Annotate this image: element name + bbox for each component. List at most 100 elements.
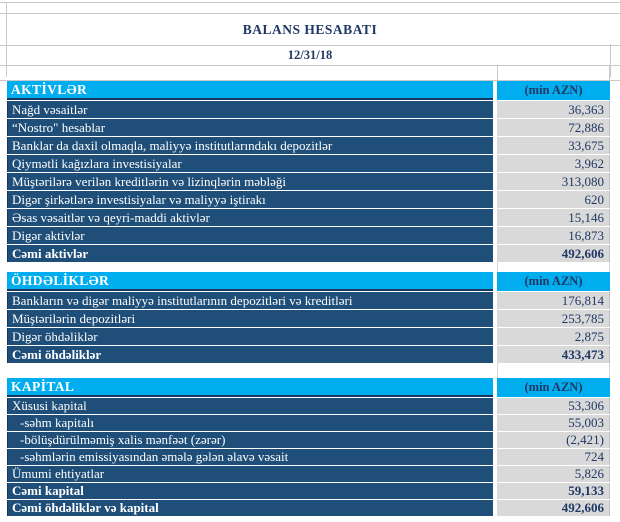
value-column-outline — [497, 262, 610, 272]
row-label: Cəmi öhdəliklər — [7, 346, 493, 363]
table-row: Digər öhdəliklər 2,875 — [0, 328, 620, 345]
section-header-row: ÖHDƏLİKLƏR (min AZN) — [0, 272, 620, 291]
title-row: BALANS HESABATI — [0, 14, 620, 46]
row-label: Əsas vəsaitlər və qeyri-maddi aktivlər — [7, 209, 493, 226]
value-column-outline — [497, 66, 610, 80]
section-title: AKTİVLƏR — [7, 81, 493, 100]
row-gutter — [0, 173, 7, 190]
section-0: AKTİVLƏR (min AZN) Nağd vəsaitlər 36,363 “No… — [0, 81, 620, 262]
row-label: Bankların və digər maliyyə institutların… — [7, 292, 493, 309]
table-row: Əsas vəsaitlər və qeyri-maddi aktivlər 15… — [0, 209, 620, 226]
grid-line-left — [6, 2, 7, 77]
row-value: 72,886 — [497, 119, 610, 136]
row-value: 620 — [497, 191, 610, 208]
table-row: Xüsusi kapital 53,306 — [0, 398, 620, 414]
section-title: ÖHDƏLİKLƏR — [7, 272, 493, 291]
table-row: Cəmi öhdəliklər 433,473 — [0, 346, 620, 363]
row-gutter — [0, 449, 7, 465]
row-value: 492,606 — [497, 245, 610, 262]
row-gutter — [0, 81, 7, 100]
row-label: Digər aktivlər — [7, 227, 493, 244]
row-value: 53,306 — [497, 398, 610, 414]
row-gutter — [0, 483, 7, 499]
row-gutter — [0, 328, 7, 345]
row-label: -səhm kapitalı — [7, 415, 493, 431]
row-value: 33,675 — [497, 137, 610, 154]
table-row: Cəmi öhdəliklər və kapital 492,606 — [0, 500, 620, 516]
table-row: -səhm kapitalı 55,003 — [0, 415, 620, 431]
row-value: 313,080 — [497, 173, 610, 190]
table-row: Banklar da daxil olmaqla, maliyyə instit… — [0, 137, 620, 154]
row-label: Cəmi aktivlər — [7, 245, 493, 262]
row-label: -səhmlərin emissiyasından əmələ gələn əl… — [7, 449, 493, 465]
row-gutter — [0, 137, 7, 154]
row-gutter — [0, 227, 7, 244]
section-title: KAPİTAL — [7, 378, 493, 397]
row-label: Nağd vəsaitlər — [7, 101, 493, 118]
row-gutter — [0, 272, 7, 291]
row-value: 176,814 — [497, 292, 610, 309]
row-value: 36,363 — [497, 101, 610, 118]
row-value: 724 — [497, 449, 610, 465]
table-row: Müştərilərin depozitləri 253,785 — [0, 310, 620, 327]
sections-container: AKTİVLƏR (min AZN) Nağd vəsaitlər 36,363 “No… — [0, 81, 620, 516]
row-value: 16,873 — [497, 227, 610, 244]
row-value: 2,875 — [497, 328, 610, 345]
row-gutter — [0, 209, 7, 226]
row-value: 55,003 — [497, 415, 610, 431]
row-value: 253,785 — [497, 310, 610, 327]
row-value: 492,606 — [497, 500, 610, 516]
table-row: Bankların və digər maliyyə institutların… — [0, 292, 620, 309]
row-gutter — [0, 101, 7, 118]
blank-row — [0, 2, 620, 14]
section-header-row: KAPİTAL (min AZN) — [0, 378, 620, 397]
row-gutter — [0, 292, 7, 309]
row-label: Cəmi kapital — [7, 483, 493, 499]
date-row: 12/31/18 — [0, 46, 620, 66]
row-gutter — [0, 415, 7, 431]
row-gutter — [0, 191, 7, 208]
row-gutter — [0, 500, 7, 516]
row-value: 15,146 — [497, 209, 610, 226]
table-row: Müştərilərə verilən kreditlərin və lizin… — [0, 173, 620, 190]
table-row: -bölüşdürülməmiş xalis mənfəət (zərər) (2… — [0, 432, 620, 448]
spacer-row — [0, 66, 620, 81]
row-label: Cəmi öhdəliklər və kapital — [7, 500, 493, 516]
row-value: (2,421) — [497, 432, 610, 448]
row-label: Müştərilərə verilən kreditlərin və lizin… — [7, 173, 493, 190]
report-title: BALANS HESABATI — [242, 21, 378, 37]
section-header-row: AKTİVLƏR (min AZN) — [0, 81, 620, 100]
table-row: Digər aktivlər 16,873 — [0, 227, 620, 244]
row-label: Banklar da daxil olmaqla, maliyyə instit… — [7, 137, 493, 154]
table-row: Cəmi aktivlər 492,606 — [0, 245, 620, 262]
row-label: Digər şirkətlərə investisiyalar və maliy… — [7, 191, 493, 208]
table-row: Cəmi kapital 59,133 — [0, 483, 620, 499]
row-label: Digər öhdəliklər — [7, 328, 493, 345]
section-1: ÖHDƏLİKLƏR (min AZN) Bankların və digər ma… — [0, 272, 620, 363]
row-label: Müştərilərin depozitləri — [7, 310, 493, 327]
row-label: Qiymətli kağızlara investisiyalar — [7, 155, 493, 172]
table-row: Qiymətli kağızlara investisiyalar 3,962 — [0, 155, 620, 172]
row-label: Ümumi ehtiyatlar — [7, 466, 493, 482]
table-row: Digər şirkətlərə investisiyalar və maliy… — [0, 191, 620, 208]
row-gutter — [0, 155, 7, 172]
row-gutter — [0, 310, 7, 327]
grid-line-right — [610, 44, 611, 77]
report-date: 12/31/18 — [287, 48, 333, 62]
row-value: 5,826 — [497, 466, 610, 482]
row-label: “Nostro" hesablar — [7, 119, 493, 136]
row-gutter — [0, 378, 7, 397]
row-gutter — [0, 119, 7, 136]
row-value: 3,962 — [497, 155, 610, 172]
row-gutter — [0, 245, 7, 262]
row-gutter — [0, 432, 7, 448]
row-gutter — [0, 346, 7, 363]
table-row: “Nostro" hesablar 72,886 — [0, 119, 620, 136]
table-row: -səhmlərin emissiyasından əmələ gələn əl… — [0, 449, 620, 465]
unit-header: (min AZN) — [497, 378, 610, 397]
table-row: Ümumi ehtiyatlar 5,826 — [0, 466, 620, 482]
section-gap — [0, 262, 620, 272]
table-row: Nağd vəsaitlər 36,363 — [0, 101, 620, 118]
row-value: 59,133 — [497, 483, 610, 499]
